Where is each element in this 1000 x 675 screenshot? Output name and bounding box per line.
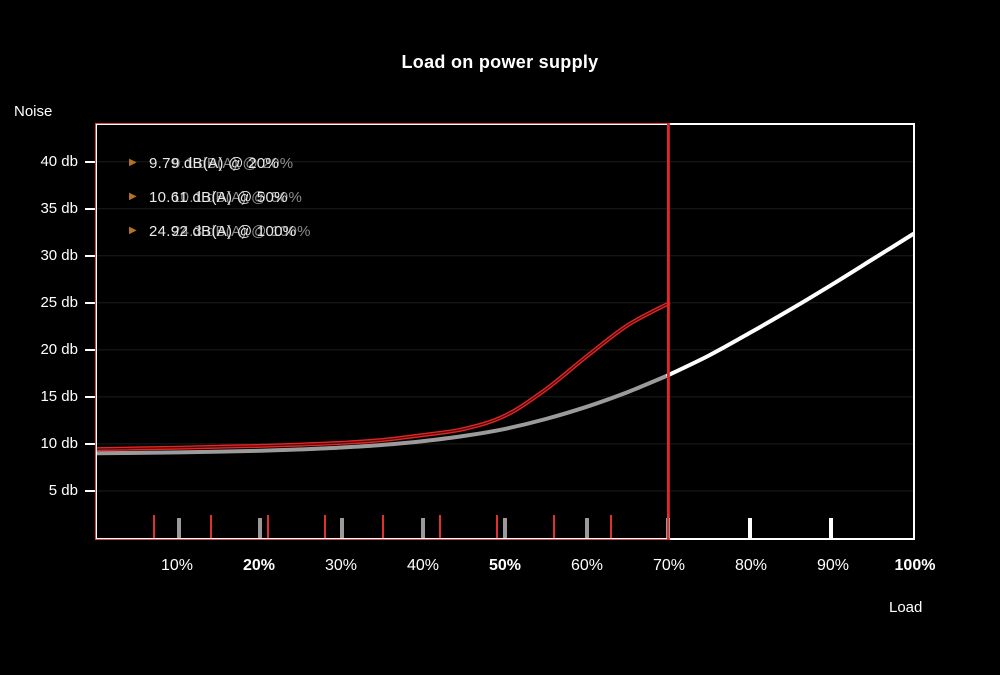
bottom-tick-gray: [584, 518, 589, 538]
annotation-row: ▶ 9.1 dB(A) @ 20% 9.79 dB(A) @ 20%: [129, 155, 559, 189]
annotation-text-back: 24.3 dB(A) @ 100%: [172, 223, 311, 240]
triangle-bullet-icon: ▶: [129, 191, 137, 202]
series-standard-noise: [666, 232, 913, 378]
x-axis-label: 30%: [324, 557, 358, 574]
x-axis-label: 100%: [894, 557, 936, 574]
y-axis-label: 40 db: [40, 152, 78, 170]
annotation-text-front: 10.61 dB(A) @ 50%: [149, 189, 288, 206]
y-axis-tick: [85, 254, 95, 257]
x-axis-label: 70%: [652, 557, 686, 574]
bottom-tick-red: [267, 515, 270, 538]
y-axis-tick: [85, 395, 95, 398]
bottom-tick-red: [438, 515, 441, 538]
x-axis-label: 50%: [488, 557, 522, 574]
annotation-text-back: 9.1 dB(A) @ 20%: [172, 155, 294, 172]
series-standard-noise-dim: [97, 373, 671, 456]
y-axis-tick: [85, 160, 95, 163]
y-axis-label: 20 db: [40, 340, 78, 358]
x-axis-label: 80%: [734, 557, 768, 574]
bottom-tick-gray: [258, 518, 263, 538]
bottom-tick-gray: [176, 518, 181, 538]
annotation-row: ▶ 10.1 dB(A) @ 50% 10.61 dB(A) @ 50%: [129, 189, 559, 223]
y-axis-title: Noise: [14, 103, 53, 120]
y-axis-tick: [85, 442, 95, 445]
x-axis-title: Load: [889, 599, 923, 616]
x-axis-label: 40%: [406, 557, 440, 574]
y-axis-label: 30 db: [40, 246, 78, 264]
x-axis-label: 20%: [242, 557, 276, 574]
bottom-tick-red: [153, 515, 156, 538]
y-axis-label: 15 db: [40, 387, 78, 405]
series-highlighted-noise-inner: [97, 302, 669, 450]
bottom-tick-red: [610, 515, 613, 538]
bottom-tick-red: [210, 515, 213, 538]
noise-annotations: ▶ 9.1 dB(A) @ 20% 9.79 dB(A) @ 20% ▶ 10.1 dB…: [129, 155, 559, 257]
y-axis-tick: [85, 207, 95, 210]
y-axis-label: 25 db: [40, 293, 78, 311]
series-highlighted-noise: [97, 301, 671, 452]
y-axis-label: 5 db: [48, 481, 78, 499]
bottom-tick-red: [552, 515, 555, 538]
annotation-text-back: 10.1 dB(A) @ 50%: [172, 189, 303, 206]
bottom-tick-gray: [503, 518, 507, 538]
bottom-tick-red: [667, 515, 670, 538]
chart-title: Load on power supply: [401, 52, 599, 72]
y-axis-tick: [85, 348, 95, 351]
y-axis-tick: [85, 301, 95, 304]
x-axis-label: 10%: [160, 557, 194, 574]
bottom-tick-gray: [421, 518, 426, 538]
triangle-bullet-icon: ▶: [129, 225, 137, 236]
annotation-text-front: 24.92 dB(A) @ 100%: [149, 223, 297, 240]
y-axis-label: 35 db: [40, 199, 78, 217]
bottom-tick-red: [381, 515, 384, 538]
y-axis-tick: [85, 489, 95, 492]
y-axis-label: 10 db: [40, 434, 78, 452]
plot-area: ▶ 9.1 dB(A) @ 20% 9.79 dB(A) @ 20% ▶ 10.1 dB…: [95, 123, 915, 540]
bottom-tick-red: [324, 515, 327, 538]
x-axis-label: 60%: [570, 557, 604, 574]
bottom-tick-white: [829, 518, 834, 538]
bottom-tick-red: [495, 515, 498, 538]
triangle-bullet-icon: ▶: [129, 157, 137, 168]
annotation-row: ▶ 24.3 dB(A) @ 100% 24.92 dB(A) @ 100%: [129, 223, 559, 257]
x-axis-label: 90%: [816, 557, 850, 574]
noise-curves-svg: [97, 161, 913, 492]
bottom-tick-gray: [339, 518, 344, 538]
bottom-tick-white: [747, 518, 752, 538]
annotation-text-front: 9.79 dB(A) @ 20%: [149, 155, 280, 172]
